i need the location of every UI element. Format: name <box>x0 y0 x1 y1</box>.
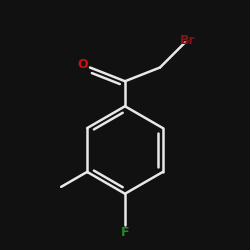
Text: F: F <box>121 226 129 239</box>
Text: Br: Br <box>180 34 195 46</box>
Text: O: O <box>77 58 88 71</box>
